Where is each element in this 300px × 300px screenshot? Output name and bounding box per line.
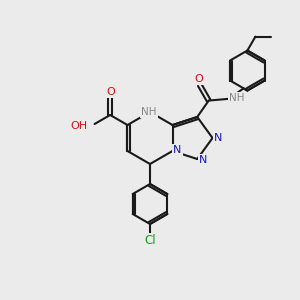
Text: N: N [214,133,223,143]
Text: NH: NH [141,107,157,117]
Text: N: N [199,155,207,165]
Text: O: O [194,74,203,84]
Text: Cl: Cl [144,235,156,248]
Text: N: N [173,145,182,155]
Text: OH: OH [70,121,88,131]
Text: O: O [107,87,116,97]
Text: NH: NH [229,93,244,103]
